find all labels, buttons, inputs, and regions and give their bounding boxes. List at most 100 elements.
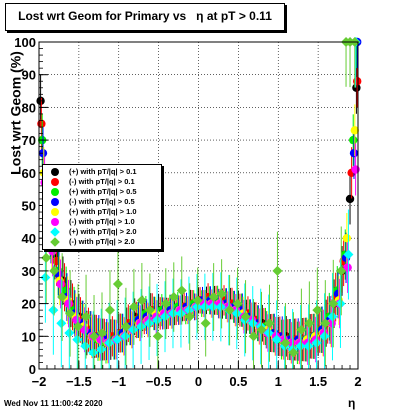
legend-entry: (+) with pT/|q| > 0.1 <box>43 167 161 177</box>
data-point <box>288 347 299 358</box>
chart-title-box: Lost wrt Geom for Primary vs η at pT > 0… <box>5 3 285 31</box>
data-point <box>304 318 315 329</box>
y-axis-label: Lost wrt Geom (%) <box>7 51 24 175</box>
x-axis-label: η <box>348 396 356 410</box>
data-point <box>272 265 283 276</box>
data-point <box>349 148 359 158</box>
data-point <box>336 265 347 276</box>
data-point <box>353 77 362 86</box>
data-point <box>327 319 336 328</box>
data-point <box>192 295 203 306</box>
data-point <box>231 308 242 319</box>
data-point <box>40 272 51 283</box>
data-point <box>303 341 314 352</box>
data-point <box>175 308 186 319</box>
legend-marker <box>50 227 60 237</box>
y-tick-label: 100 <box>14 35 36 50</box>
data-point <box>80 325 89 334</box>
data-point <box>88 347 99 358</box>
data-point <box>64 328 75 339</box>
data-point <box>296 324 307 335</box>
data-point <box>73 321 84 332</box>
data-point <box>144 318 155 329</box>
data-point <box>128 324 139 335</box>
data-point <box>152 331 163 342</box>
data-point <box>350 126 360 135</box>
y-tick-label: 40 <box>22 231 36 246</box>
data-point <box>128 301 139 312</box>
data-point <box>112 278 123 289</box>
data-point <box>352 83 361 92</box>
data-point <box>57 292 68 303</box>
data-point <box>271 334 282 345</box>
data-point <box>89 331 100 342</box>
data-point <box>247 318 258 329</box>
data-point <box>207 301 218 312</box>
data-point <box>216 288 227 299</box>
legend: (+) with pT/|q| > 0.1 (-) with pT/|q| > 0… <box>42 164 162 250</box>
x-tick-label: −0.5 <box>146 374 172 389</box>
data-point <box>97 328 108 339</box>
legend-marker <box>50 237 60 247</box>
chart-title: Lost wrt Geom for Primary vs η at pT > 0… <box>18 9 272 23</box>
y-tick-label: 90 <box>22 68 36 83</box>
data-point <box>319 331 330 342</box>
legend-entry: (-) with pT/|q| > 0.5 <box>43 197 161 207</box>
legend-label: (+) with pT/|q| > 1.0 <box>69 207 137 216</box>
legend-label: (+) with pT/|q| > 2.0 <box>69 227 137 236</box>
data-point <box>168 292 179 303</box>
data-point <box>72 334 83 345</box>
data-point <box>41 252 52 263</box>
data-point <box>112 334 123 345</box>
legend-label: (-) with pT/|q| > 1.0 <box>69 217 135 226</box>
data-point <box>256 324 267 335</box>
legend-label: (-) with pT/|q| > 0.5 <box>69 197 135 206</box>
data-point <box>200 318 211 329</box>
data-point <box>351 165 360 174</box>
y-tick-label: 70 <box>22 133 36 148</box>
legend-marker <box>51 218 59 226</box>
timestamp: Wed Nov 11 11:00:42 2020 <box>4 399 103 408</box>
data-point <box>287 338 297 348</box>
y-tick-label: 30 <box>22 264 36 279</box>
data-point <box>240 311 251 322</box>
y-tick-label: 50 <box>22 199 36 214</box>
data-point <box>232 298 243 309</box>
x-tick-label: 0.5 <box>229 374 247 389</box>
data-point <box>224 305 235 316</box>
data-point <box>199 301 210 312</box>
data-point <box>160 311 171 322</box>
data-point <box>120 321 131 332</box>
data-point <box>280 337 291 348</box>
data-point <box>144 305 155 316</box>
data-point <box>328 298 339 309</box>
data-point <box>152 314 163 325</box>
data-point <box>104 305 115 316</box>
legend-marker <box>51 188 59 196</box>
y-tick-label: 60 <box>22 166 36 181</box>
x-tick-label: −2 <box>32 374 47 389</box>
data-point <box>191 301 202 312</box>
y-tick-label: 0 <box>29 362 36 377</box>
data-point <box>80 341 91 352</box>
data-marks <box>36 37 362 369</box>
x-tick-label: 0 <box>195 374 202 389</box>
data-point <box>343 263 352 272</box>
data-point <box>136 295 147 306</box>
x-tick-label: 1 <box>275 374 282 389</box>
data-point <box>248 331 259 342</box>
data-point <box>120 331 131 342</box>
legend-entry: (+) with pT/|q| > 0.5 <box>43 187 161 197</box>
data-point <box>64 299 73 308</box>
legend-label: (-) with pT/|q| > 0.1 <box>69 177 135 186</box>
y-tick-label: 20 <box>22 297 36 312</box>
data-point <box>345 194 355 204</box>
data-point <box>49 265 60 276</box>
data-point <box>176 285 187 296</box>
data-point <box>335 298 346 309</box>
data-point <box>96 344 107 355</box>
axis-ticks: −2 −1.5 −1 −0.5 0 0.5 1 1.5 20102030405060708090… <box>14 35 361 389</box>
data-point <box>342 234 352 243</box>
